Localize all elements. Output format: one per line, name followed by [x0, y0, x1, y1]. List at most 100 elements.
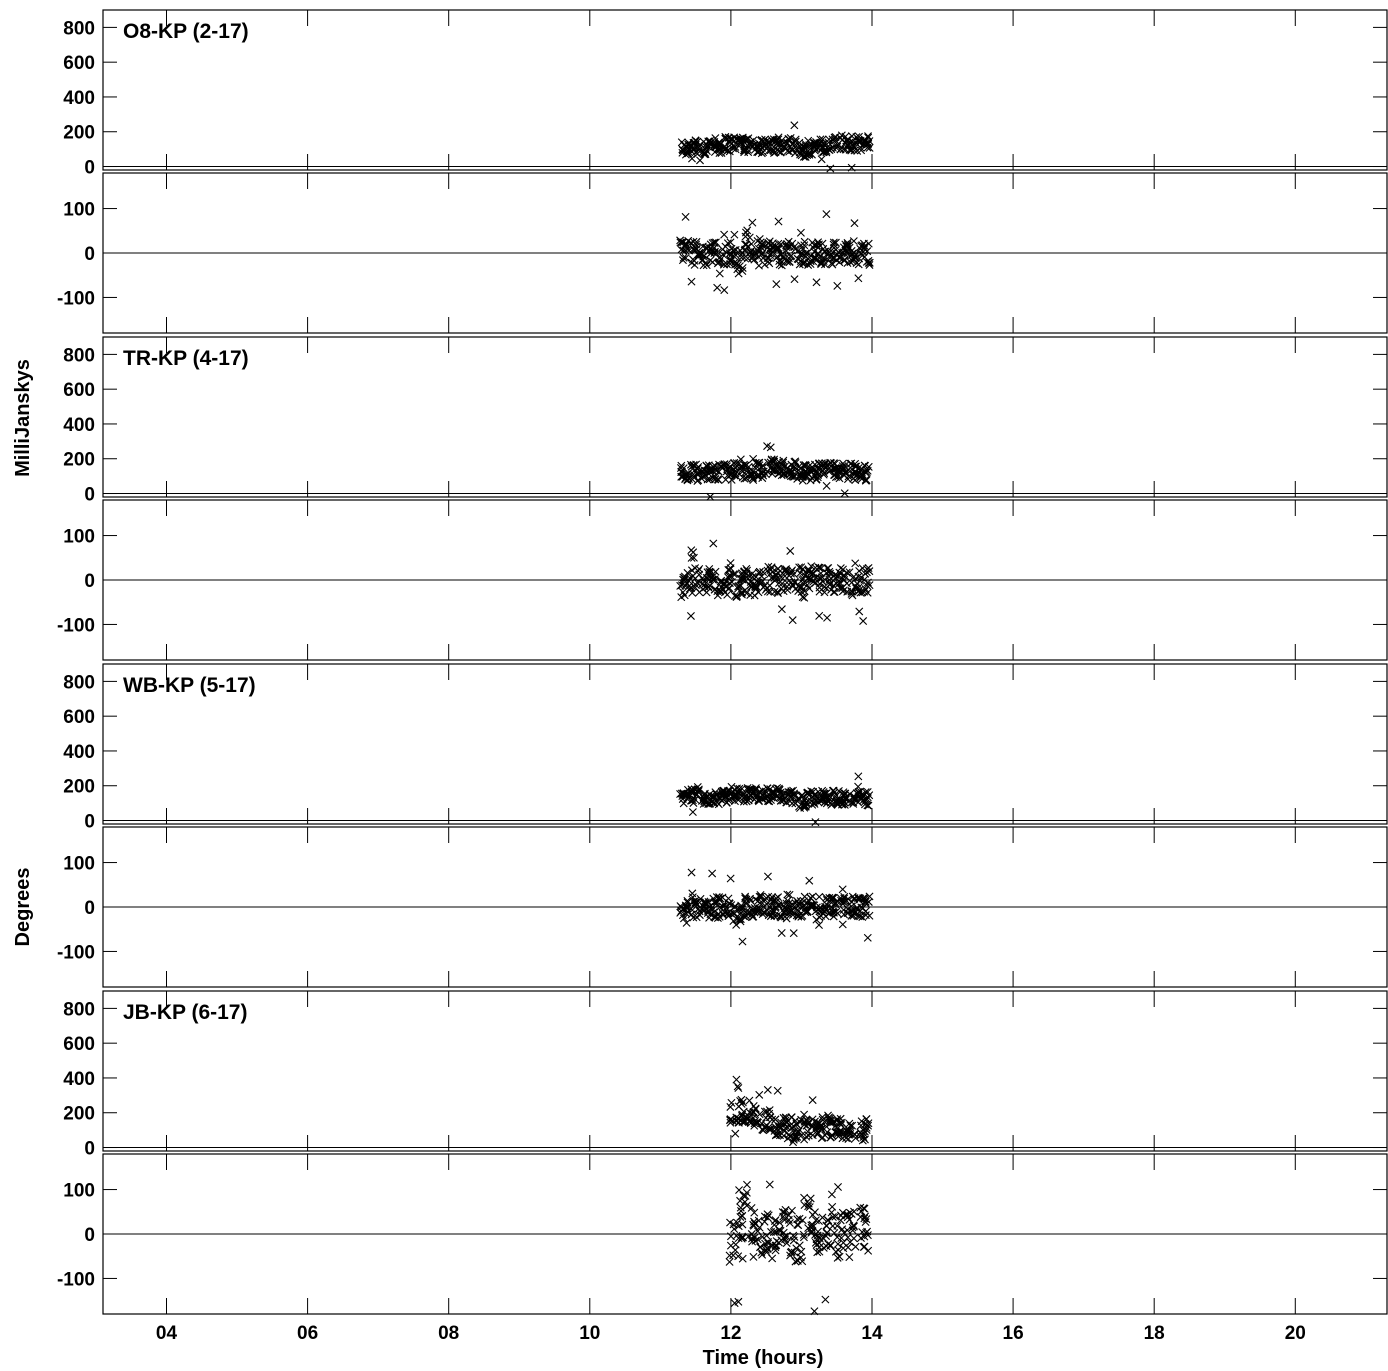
phase-point	[798, 593, 807, 602]
phase-point	[687, 910, 696, 919]
phase-point	[774, 589, 782, 598]
phase-point	[681, 240, 690, 249]
amplitude-point	[818, 466, 827, 475]
phase-point	[769, 1228, 778, 1237]
phase-point	[815, 611, 824, 620]
amplitude-point	[840, 489, 849, 498]
phase-point	[851, 253, 860, 262]
amplitude-point	[826, 164, 835, 173]
phase-point	[742, 564, 751, 573]
phase-point	[862, 900, 871, 909]
amplitude-point	[836, 134, 845, 143]
phase-point	[710, 243, 719, 252]
phase-point	[777, 605, 786, 614]
amplitude-point	[862, 140, 871, 149]
amplitude-point	[825, 794, 834, 803]
amplitude-point	[731, 145, 740, 154]
phase-point	[730, 230, 739, 239]
amplitude-point	[764, 796, 773, 805]
phase-point	[773, 587, 782, 596]
phase-point	[679, 253, 688, 262]
phase-point	[780, 1215, 789, 1224]
amplitude-point	[833, 1115, 842, 1124]
phase-point	[796, 584, 805, 593]
amplitude-point	[714, 800, 723, 809]
amplitude-point	[774, 784, 783, 793]
phase-point	[814, 249, 823, 258]
phase-point	[838, 565, 847, 574]
phase-point	[764, 1237, 773, 1246]
amplitude-tick-label: 200	[63, 450, 95, 471]
phase-point	[849, 237, 858, 246]
phase-point	[843, 259, 852, 268]
phase-point	[738, 1254, 747, 1263]
phase-point	[818, 239, 827, 248]
amplitude-point	[692, 460, 701, 469]
phase-point	[862, 568, 871, 577]
amplitude-point	[734, 1084, 743, 1092]
amplitude-point	[856, 472, 865, 481]
phase-point	[711, 567, 720, 576]
amplitude-point	[761, 135, 770, 144]
amplitude-point	[790, 465, 799, 474]
phase-point	[860, 893, 869, 902]
amplitude-point	[735, 459, 743, 468]
amplitude-point	[754, 143, 763, 152]
amplitude-point	[786, 793, 795, 802]
phase-point	[726, 874, 735, 883]
phase-point	[695, 250, 704, 259]
phase-point	[720, 286, 729, 295]
amplitude-point	[755, 459, 764, 468]
amplitude-point	[735, 784, 744, 793]
phase-point	[851, 582, 860, 591]
amplitude-point	[700, 466, 709, 475]
amplitude-point	[817, 1124, 826, 1133]
phase-point	[739, 912, 748, 921]
amplitude-point	[711, 462, 720, 471]
amplitude-point	[831, 136, 840, 145]
amplitude-point	[850, 146, 859, 155]
phase-point	[771, 902, 780, 911]
phase-point	[757, 250, 766, 259]
amplitude-point	[768, 1115, 777, 1124]
amplitude-point	[787, 787, 796, 796]
amplitude-point	[761, 470, 770, 479]
phase-point	[812, 278, 821, 287]
phase-tick-label: 0	[84, 244, 95, 265]
amplitude-point	[753, 471, 762, 480]
amplitude-point	[795, 148, 804, 157]
amplitude-point	[746, 1119, 755, 1128]
phase-point	[838, 885, 847, 894]
amplitude-tick-label: 600	[63, 380, 95, 401]
amplitude-tick-label: 200	[63, 777, 95, 798]
phase-point	[855, 607, 864, 616]
amplitude-point	[742, 135, 751, 144]
amplitude-point	[807, 797, 816, 806]
amplitude-point	[813, 1118, 822, 1127]
amplitude-point	[836, 145, 845, 154]
phase-point	[753, 1235, 762, 1244]
phase-point	[677, 593, 686, 602]
amplitude-point	[730, 133, 739, 142]
amplitude-point	[766, 796, 775, 805]
phase-point	[688, 588, 697, 597]
phase-point	[830, 1229, 839, 1237]
phase-point	[725, 899, 734, 908]
phase-point	[847, 587, 856, 596]
phase-point	[781, 1205, 790, 1214]
amplitude-point	[814, 144, 823, 153]
phase-point	[755, 892, 764, 901]
phase-point	[734, 582, 743, 591]
phase-point	[741, 228, 750, 237]
phase-point	[738, 267, 747, 276]
amplitude-point	[807, 465, 816, 474]
phase-point	[789, 929, 798, 938]
amplitude-point	[827, 800, 836, 809]
phase-point	[774, 893, 783, 902]
phase-point	[695, 564, 704, 573]
amplitude-point	[677, 789, 686, 798]
phase-point	[757, 240, 766, 249]
amplitude-point	[863, 793, 872, 802]
phase-point	[764, 238, 773, 247]
phase-point	[809, 577, 818, 586]
